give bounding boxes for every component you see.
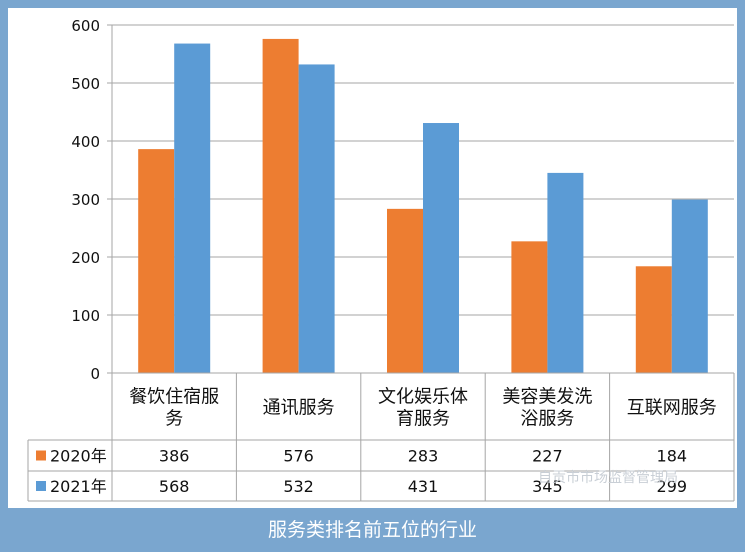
y-tick-label: 100 <box>71 307 100 325</box>
bar-2020年-2 <box>387 208 423 373</box>
y-tick-label: 600 <box>71 17 100 35</box>
table-value: 576 <box>283 447 314 466</box>
bar-2020年-4 <box>635 266 672 373</box>
y-tick-label: 200 <box>71 249 100 267</box>
bar-2021年-4 <box>671 199 708 373</box>
bar-2021年-1 <box>298 64 335 373</box>
table-value: 283 <box>408 447 439 466</box>
bars <box>138 38 708 374</box>
legend-swatch-2021年 <box>36 481 46 491</box>
y-tick-label: 300 <box>71 191 100 209</box>
table-value: 299 <box>657 477 688 496</box>
category-label: 互联网服务 <box>627 398 717 419</box>
category-label: 通讯服务 <box>263 398 335 419</box>
table-value: 184 <box>657 447 688 466</box>
category-label: 务 <box>165 409 183 430</box>
chart-panel: 0 100 200 300 400 500 600 餐饮住宿服务 通讯服务 文化娱乐体 育服务 美容… <box>8 8 737 508</box>
legend-label: 2021年 <box>50 477 107 496</box>
category-label: 浴服务 <box>520 409 574 430</box>
bar-2021年-3 <box>547 172 584 373</box>
bar-2020年-1 <box>262 38 299 374</box>
y-tick-label: 0 <box>90 365 100 383</box>
y-axis-ticks: 0 100 200 300 400 500 600 <box>71 17 100 383</box>
category-label: 美容美发洗 <box>502 387 592 408</box>
table-value: 431 <box>408 477 439 496</box>
table-value: 532 <box>283 477 314 496</box>
bar-2020年-0 <box>138 149 175 373</box>
table-value: 227 <box>532 447 563 466</box>
legend-swatch-2020年 <box>36 450 46 461</box>
category-label: 育服务 <box>396 409 450 430</box>
bar-2021年-0 <box>174 43 211 374</box>
table-value: 345 <box>532 477 563 496</box>
bar-2021年-2 <box>423 123 459 374</box>
y-tick-label: 500 <box>71 75 100 93</box>
category-label: 文化娱乐体 <box>378 387 468 408</box>
watermark-text: 自贡市市场监督管理局 <box>538 469 678 486</box>
category-label: 餐饮住宿服 <box>129 387 219 408</box>
figure-caption: 服务类排名前五位的行业 <box>267 519 477 541</box>
legend-label: 2020年 <box>50 447 107 466</box>
y-tick-label: 400 <box>71 133 100 151</box>
bar-2020年-3 <box>511 241 548 373</box>
table-value: 568 <box>159 477 190 496</box>
table-value: 386 <box>159 447 190 466</box>
